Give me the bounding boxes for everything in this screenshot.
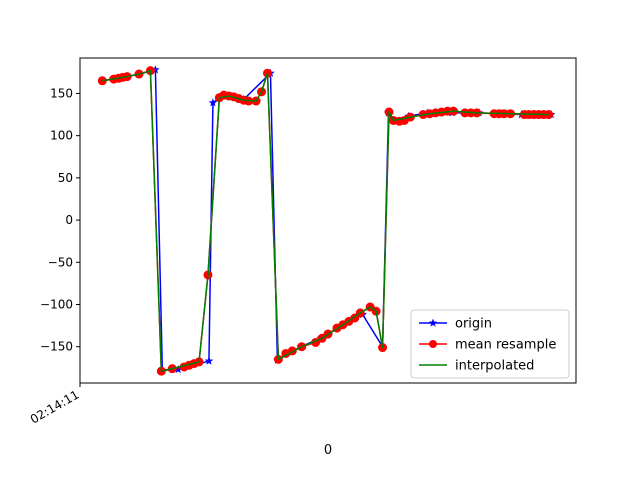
data-point xyxy=(173,364,183,374)
y-tick-label: −100 xyxy=(40,297,73,311)
legend-marker xyxy=(428,318,438,327)
x-axis: 02:14:11 xyxy=(28,383,82,427)
legend-marker xyxy=(429,340,437,348)
legend-entry: mean resample xyxy=(419,338,556,353)
legend-label: origin xyxy=(455,317,492,332)
legend: origin mean resample interpolated xyxy=(410,309,570,379)
y-tick-label: 150 xyxy=(50,86,73,100)
x-tick-label: 02:14:11 xyxy=(28,387,82,426)
series-line-interpolated xyxy=(102,69,549,372)
y-axis: −150 −100 −50 0 50 100 150 xyxy=(40,86,80,354)
y-tick-label: 0 xyxy=(65,213,73,227)
data-point xyxy=(208,98,218,107)
y-tick-label: 50 xyxy=(58,171,73,185)
legend-label: interpolated xyxy=(455,359,534,374)
data-point xyxy=(204,356,214,365)
series-layer xyxy=(97,65,556,376)
legend-entry: origin xyxy=(419,317,492,332)
legend-box xyxy=(410,309,570,379)
legend-entry: interpolated xyxy=(419,359,534,374)
x-axis-label: 0 xyxy=(324,443,332,458)
data-point xyxy=(151,65,160,74)
y-tick-label: 100 xyxy=(50,129,73,143)
series-interpolated xyxy=(102,69,549,372)
legend-label: mean resample xyxy=(455,338,556,353)
y-tick-label: −150 xyxy=(40,340,73,354)
y-tick-label: −50 xyxy=(48,255,73,269)
